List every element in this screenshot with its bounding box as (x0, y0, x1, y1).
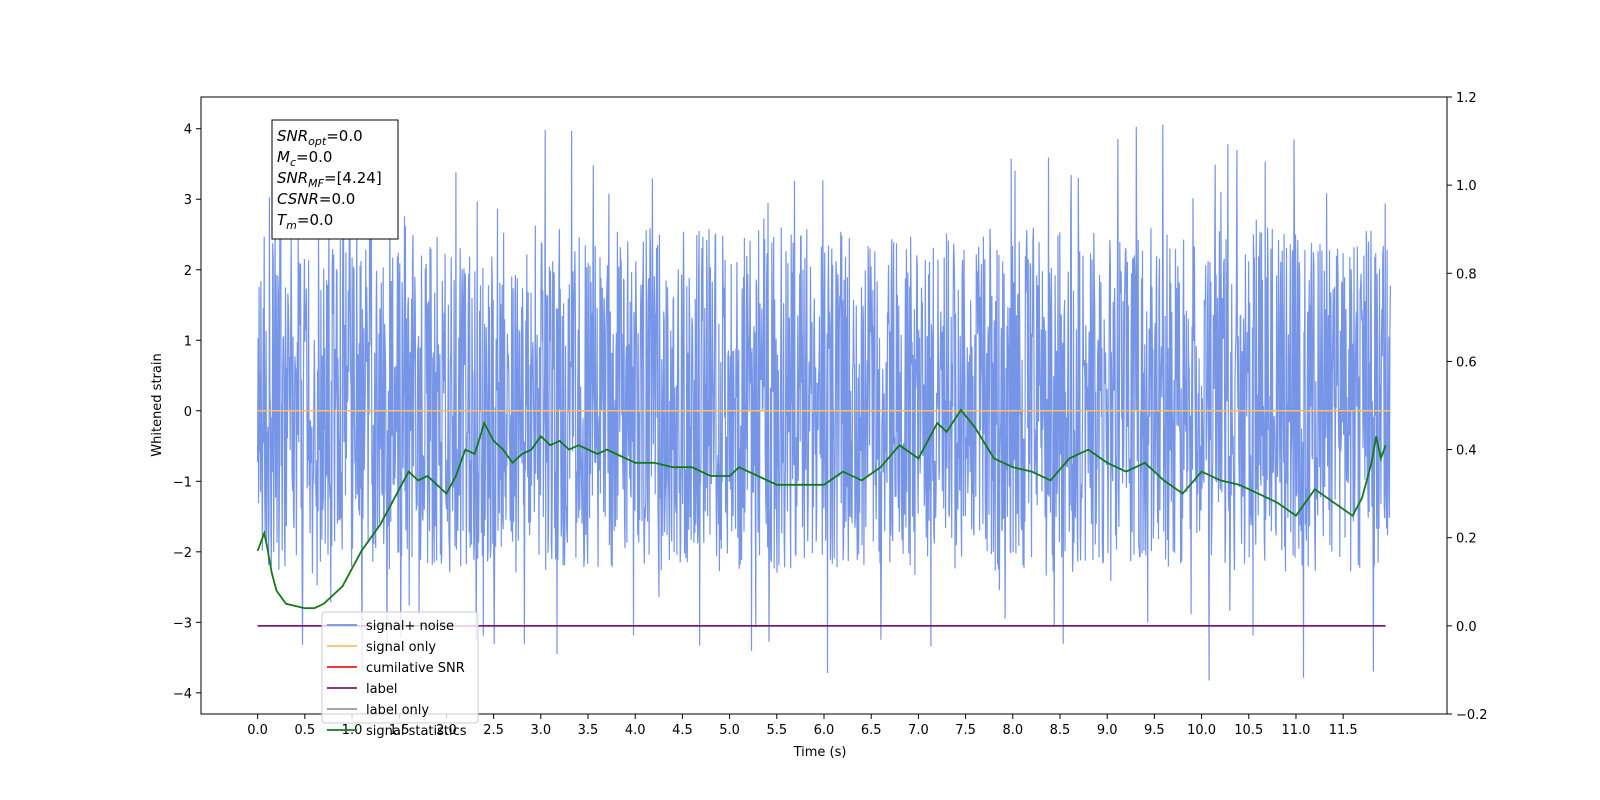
x-tick-label: 3.0 (530, 723, 551, 738)
x-tick-label: 0.5 (294, 723, 315, 738)
x-tick-label: 5.5 (766, 723, 787, 738)
x-tick-label: 1.5 (389, 723, 410, 738)
legend-label: label (366, 682, 397, 697)
series-signal-statistics (256, 408, 1387, 610)
x-tick-label: 7.5 (955, 723, 976, 738)
x-tick-label: 5.0 (719, 723, 740, 738)
annotation-line: Tm=0.0 (277, 211, 333, 232)
y-tick-label: 1 (184, 334, 192, 349)
annotation-line: SNRMF=[4.24] (277, 169, 382, 190)
y2-tick-label: 0.4 (1456, 444, 1477, 459)
legend-label: signal statistics (366, 724, 467, 739)
x-tick-label: 11.0 (1281, 723, 1310, 738)
y2-tick-label: −0.2 (1456, 708, 1488, 723)
x-tick-label: 8.0 (1002, 723, 1023, 738)
x-tick-label: 8.5 (1050, 723, 1071, 738)
annotation-frame (271, 119, 399, 240)
y2-tick-label: 0.2 (1456, 532, 1477, 547)
y-tick-label: 3 (184, 193, 192, 208)
x-tick-label: 9.5 (1144, 723, 1165, 738)
x-tick-label: 4.0 (625, 723, 646, 738)
y-tick-label: 2 (184, 264, 192, 279)
y2-tick-label: 0.0 (1456, 620, 1477, 635)
annotation-line: CSNR=0.0 (277, 190, 355, 208)
x-tick-label: 9.0 (1097, 723, 1118, 738)
x-tick-label: 10.0 (1187, 723, 1216, 738)
x-tick-label: 0.0 (247, 723, 268, 738)
y-tick-label: 4 (184, 123, 192, 138)
x-axis-label: Time (s) (793, 745, 847, 760)
y-tick-label: −1 (173, 475, 192, 490)
legend-frame (321, 611, 479, 724)
y-tick-label: 0 (184, 405, 192, 420)
y2-tick-label: 1.2 (1456, 91, 1477, 106)
x-tick-label: 3.5 (578, 723, 599, 738)
y-axis-label: Whitened strain (150, 353, 165, 456)
y2-tick-label: 0.8 (1456, 267, 1477, 282)
legend-label: label only (366, 703, 429, 718)
x-tick-label: 6.5 (861, 723, 882, 738)
annotation-line: SNRopt=0.0 (277, 127, 363, 148)
y2-tick-label: 1.0 (1456, 179, 1477, 194)
x-tick-label: 4.5 (672, 723, 693, 738)
y-tick-label: −3 (173, 616, 192, 631)
y-tick-label: −2 (173, 546, 192, 561)
x-tick-label: 7.0 (908, 723, 929, 738)
x-tick-label: 10.5 (1234, 723, 1263, 738)
legend-label: signal+ noise (366, 619, 454, 634)
y-tick-label: −4 (173, 687, 192, 702)
legend-label: cumilative SNR (366, 661, 465, 676)
x-tick-label: 2.0 (436, 723, 457, 738)
legend: signal+ noise signal only cumilative SNR la… (321, 611, 479, 739)
series-signal-noise (257, 124, 1391, 681)
x-tick-label: 11.5 (1329, 723, 1358, 738)
legend-label: signal only (366, 640, 436, 655)
x-tick-label: 2.5 (483, 723, 504, 738)
y2-tick-label: 0.6 (1456, 355, 1477, 370)
x-tick-label: 6.0 (814, 723, 835, 738)
annotation-line: Mc=0.0 (277, 148, 332, 169)
